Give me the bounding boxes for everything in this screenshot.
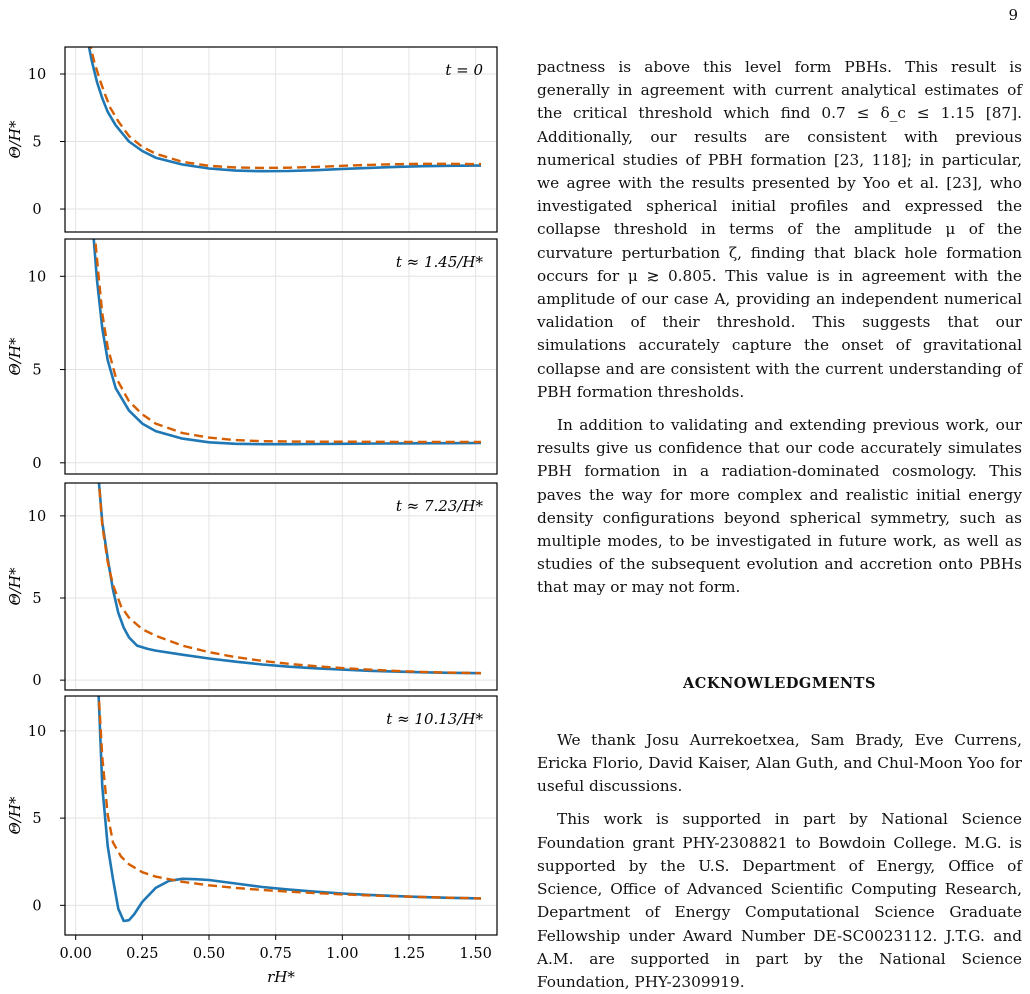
y-tick-label: 5 bbox=[32, 811, 41, 827]
panel-2: 0 5 10 t ≈ 1.45/H* Θ/H* bbox=[6, 238, 498, 475]
x-tick-label: 1.00 bbox=[326, 946, 358, 962]
x-tick-label: 0.50 bbox=[193, 946, 225, 962]
paragraph-1: pactness is above this level form PBHs. … bbox=[537, 58, 1022, 401]
series-line-dashed bbox=[93, 239, 481, 444]
panel-3: 0 5 10 t ≈ 7.23/H* Θ/H* bbox=[6, 482, 498, 691]
y-tick-label: 5 bbox=[32, 363, 41, 379]
series-line-dashed bbox=[89, 47, 481, 170]
series-line-solid bbox=[92, 239, 482, 446]
series-line-solid bbox=[97, 696, 482, 923]
panel-frame bbox=[64, 46, 498, 233]
panel-4: 0 5 10 t ≈ 10.13/H* Θ/H* 0.00 0.25 0.50 0.75 1.00… bbox=[6, 695, 498, 986]
series-line-solid bbox=[87, 47, 481, 173]
right-text-column: pactness is above this level form PBHs. … bbox=[537, 56, 1022, 994]
y-tick-label: 0 bbox=[32, 202, 41, 218]
y-tick-label: 5 bbox=[32, 591, 41, 607]
panel-frame bbox=[64, 238, 498, 475]
x-tick-label: 1.25 bbox=[393, 946, 425, 962]
figure-panels: 0 5 10 t = 0 Θ/H* 0 5 10 t ≈ 1.45/H* Θ/H* 0 5 10 t ≈ … bbox=[6, 46, 498, 986]
x-tick-label: 0.00 bbox=[60, 946, 92, 962]
y-tick-label: 0 bbox=[32, 456, 41, 472]
y-axis-label: Θ/H* bbox=[6, 796, 24, 834]
panel-time-label: t ≈ 10.13/H* bbox=[386, 710, 483, 728]
y-tick-label: 0 bbox=[32, 673, 41, 689]
paragraph-4: This work is supported in part by Nation… bbox=[537, 810, 1022, 991]
x-axis-label: rH* bbox=[267, 968, 295, 986]
y-tick-label: 10 bbox=[28, 509, 46, 525]
y-tick-label: 5 bbox=[32, 135, 41, 151]
y-axis-label: Θ/H* bbox=[6, 567, 24, 605]
y-axis-label: Θ/H* bbox=[6, 337, 24, 375]
acknowledgments-heading: ACKNOWLEDGMENTS bbox=[683, 674, 876, 692]
panel-time-label: t = 0 bbox=[445, 61, 483, 79]
y-tick-label: 0 bbox=[32, 898, 41, 914]
y-axis-label: Θ/H* bbox=[6, 120, 24, 158]
panel-frame bbox=[64, 482, 498, 691]
x-tick-label: 0.75 bbox=[260, 946, 292, 962]
y-tick-label: 10 bbox=[28, 724, 46, 740]
series-line-dashed bbox=[97, 696, 482, 900]
panel-time-label: t ≈ 7.23/H* bbox=[396, 497, 484, 515]
y-tick-label: 10 bbox=[28, 269, 46, 285]
page-number: 9 bbox=[1008, 6, 1018, 24]
panel-1: 0 5 10 t = 0 Θ/H* bbox=[6, 46, 498, 233]
series-line-dashed bbox=[97, 483, 482, 675]
panel-frame bbox=[64, 695, 498, 936]
paragraph-3: We thank Josu Aurrekoetxea, Sam Brady, E… bbox=[537, 730, 1022, 796]
y-tick-label: 10 bbox=[28, 67, 46, 83]
x-tick-label: 0.25 bbox=[126, 946, 158, 962]
panel-time-label: t ≈ 1.45/H* bbox=[396, 253, 484, 271]
x-tick-label: 1.50 bbox=[460, 946, 492, 962]
paragraph-2: In addition to validating and extending … bbox=[537, 416, 1022, 597]
